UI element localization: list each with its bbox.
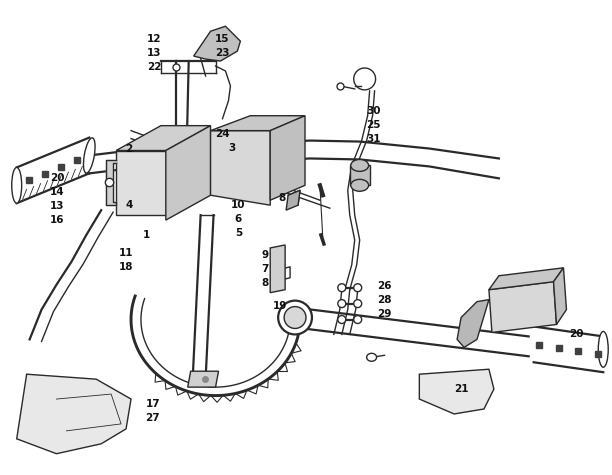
Ellipse shape <box>351 180 368 191</box>
Polygon shape <box>211 116 305 131</box>
Text: 4: 4 <box>125 200 133 210</box>
Ellipse shape <box>354 315 362 323</box>
Text: 28: 28 <box>377 294 392 304</box>
Text: 16: 16 <box>50 215 65 225</box>
Polygon shape <box>553 268 567 324</box>
Text: 8: 8 <box>278 193 286 203</box>
Text: 13: 13 <box>50 201 65 211</box>
Text: 25: 25 <box>367 120 381 130</box>
Text: 18: 18 <box>119 262 133 272</box>
Text: 11: 11 <box>119 248 133 258</box>
Ellipse shape <box>12 167 21 203</box>
Polygon shape <box>106 161 116 205</box>
Polygon shape <box>349 165 370 185</box>
Text: 8: 8 <box>261 278 269 288</box>
Text: 26: 26 <box>377 281 392 291</box>
Polygon shape <box>211 131 271 205</box>
Ellipse shape <box>338 315 346 323</box>
Polygon shape <box>193 26 241 61</box>
Polygon shape <box>489 268 564 290</box>
Text: 30: 30 <box>367 106 381 116</box>
Ellipse shape <box>354 284 362 292</box>
Text: 7: 7 <box>261 264 269 274</box>
Text: 2: 2 <box>125 143 133 153</box>
Polygon shape <box>489 282 556 332</box>
Text: 29: 29 <box>378 309 392 319</box>
Text: 3: 3 <box>229 142 236 152</box>
Polygon shape <box>166 126 211 220</box>
Text: 20: 20 <box>569 330 584 340</box>
Text: 21: 21 <box>454 384 468 394</box>
Text: 9: 9 <box>262 250 269 260</box>
Ellipse shape <box>338 284 346 292</box>
Text: 19: 19 <box>273 301 288 311</box>
Ellipse shape <box>599 332 608 367</box>
Polygon shape <box>188 371 218 387</box>
Text: 10: 10 <box>231 200 245 210</box>
Text: 20: 20 <box>50 173 65 183</box>
Text: 5: 5 <box>235 228 242 238</box>
Ellipse shape <box>284 306 306 329</box>
Text: 17: 17 <box>146 399 160 409</box>
Polygon shape <box>419 369 494 414</box>
Ellipse shape <box>83 138 95 173</box>
Polygon shape <box>271 116 305 200</box>
Polygon shape <box>116 126 211 151</box>
Ellipse shape <box>278 301 312 334</box>
Ellipse shape <box>367 353 376 361</box>
Text: 12: 12 <box>147 34 161 44</box>
Ellipse shape <box>338 300 346 308</box>
Ellipse shape <box>354 300 362 308</box>
Polygon shape <box>286 190 300 210</box>
Text: 31: 31 <box>367 133 381 143</box>
Text: 27: 27 <box>146 413 160 423</box>
Text: 23: 23 <box>215 48 230 58</box>
Text: 22: 22 <box>147 62 161 72</box>
Text: 13: 13 <box>147 48 161 58</box>
Polygon shape <box>457 300 489 347</box>
Polygon shape <box>116 151 166 215</box>
Text: 6: 6 <box>235 214 242 224</box>
Text: 24: 24 <box>215 129 230 139</box>
Polygon shape <box>17 374 131 454</box>
Ellipse shape <box>351 160 368 171</box>
Polygon shape <box>271 245 285 293</box>
Text: 1: 1 <box>143 230 149 240</box>
Text: 14: 14 <box>50 187 65 197</box>
Text: 15: 15 <box>215 34 230 44</box>
